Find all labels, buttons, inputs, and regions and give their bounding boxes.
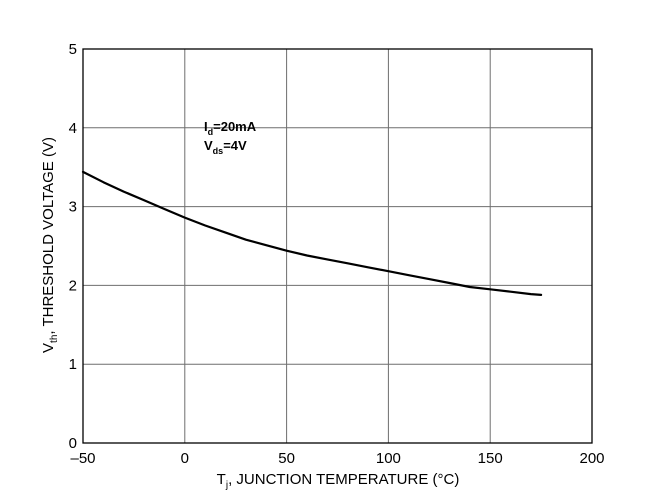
x-axis-label: Tj, JUNCTION TEMPERATURE (°C) [217, 471, 460, 491]
x-axis-label-sub: j [225, 480, 228, 491]
x-tick-label: 0 [181, 450, 189, 467]
x-axis-label-main: T [217, 471, 226, 488]
threshold-voltage-curve [81, 170, 543, 296]
y-tick-label: 4 [69, 120, 77, 137]
x-tick-label: 200 [579, 450, 604, 467]
x-tick-label: –50 [70, 450, 95, 467]
y-tick-label: 0 [69, 435, 77, 452]
y-axis-label-main: V [40, 343, 57, 353]
y-tick-label: 3 [69, 199, 77, 216]
annotation-drain-current: Id=20mA [204, 119, 257, 137]
y-tick-label: 2 [69, 277, 77, 294]
plot-frame [82, 48, 593, 444]
annotation-drain-source-voltage-sub: ds [213, 146, 224, 156]
annotation-drain-source-voltage-main: V [204, 138, 213, 153]
y-axis-label: Vth, THRESHOLD VOLTAGE (V) [40, 137, 60, 353]
y-axis-label-sub: th [49, 335, 60, 343]
y-tick-labels: 0 1 2 3 4 5 [69, 41, 77, 452]
annotation-drain-source-voltage: Vds=4V [204, 138, 247, 156]
x-tick-label: 100 [376, 450, 401, 467]
annotation-drain-current-rest: =20mA [213, 119, 257, 134]
annotation-drain-current-sub: d [208, 127, 214, 137]
x-axis-label-rest: , JUNCTION TEMPERATURE (°C) [228, 471, 459, 488]
y-axis-label-rest: , THRESHOLD VOLTAGE (V) [40, 137, 57, 335]
y-tick-label: 5 [69, 41, 77, 58]
x-tick-label: 150 [478, 450, 503, 467]
grid-lines [83, 49, 592, 443]
x-tick-label: 50 [278, 450, 295, 467]
x-tick-labels: –50 0 50 100 150 200 [70, 450, 604, 467]
y-tick-label: 1 [69, 356, 77, 373]
annotation-drain-current-main: I [204, 119, 208, 134]
annotation-drain-source-voltage-rest: =4V [223, 138, 247, 153]
